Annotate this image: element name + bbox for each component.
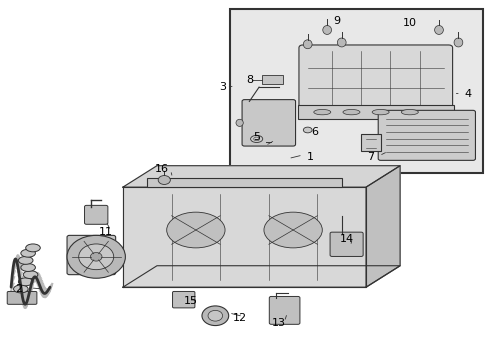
- FancyBboxPatch shape: [242, 100, 295, 146]
- FancyBboxPatch shape: [329, 232, 363, 256]
- Ellipse shape: [236, 119, 243, 126]
- Text: 6: 6: [311, 127, 318, 137]
- FancyBboxPatch shape: [298, 45, 452, 111]
- Ellipse shape: [19, 256, 33, 264]
- Text: 3: 3: [219, 82, 225, 92]
- FancyBboxPatch shape: [67, 235, 116, 275]
- Ellipse shape: [250, 135, 262, 143]
- Text: 14: 14: [339, 234, 353, 244]
- Ellipse shape: [19, 278, 33, 286]
- Ellipse shape: [9, 292, 23, 300]
- FancyBboxPatch shape: [377, 111, 474, 160]
- Ellipse shape: [21, 249, 35, 257]
- Ellipse shape: [166, 212, 224, 248]
- Polygon shape: [122, 187, 366, 287]
- Text: 13: 13: [271, 318, 285, 328]
- FancyBboxPatch shape: [229, 9, 482, 173]
- Ellipse shape: [67, 235, 125, 278]
- Ellipse shape: [401, 109, 417, 115]
- Text: 10: 10: [402, 18, 416, 28]
- Ellipse shape: [23, 271, 38, 279]
- Ellipse shape: [434, 26, 443, 35]
- Ellipse shape: [337, 38, 346, 47]
- Text: 1: 1: [306, 152, 313, 162]
- Polygon shape: [366, 166, 399, 287]
- Text: 5: 5: [253, 132, 260, 142]
- Text: 16: 16: [155, 164, 168, 174]
- Text: 11: 11: [99, 227, 113, 237]
- Text: 2: 2: [15, 284, 22, 294]
- Polygon shape: [122, 166, 399, 187]
- FancyBboxPatch shape: [84, 205, 108, 224]
- FancyBboxPatch shape: [269, 296, 299, 324]
- Ellipse shape: [303, 40, 311, 49]
- Text: 4: 4: [464, 89, 471, 99]
- Ellipse shape: [303, 127, 311, 133]
- Text: 15: 15: [183, 296, 198, 306]
- Ellipse shape: [371, 109, 388, 115]
- Polygon shape: [122, 266, 399, 287]
- Bar: [261, 75, 283, 84]
- Text: 9: 9: [333, 16, 340, 26]
- Text: 8: 8: [245, 75, 252, 85]
- FancyBboxPatch shape: [7, 292, 37, 304]
- Ellipse shape: [342, 109, 359, 115]
- Ellipse shape: [313, 109, 330, 115]
- Bar: [361, 134, 380, 152]
- Ellipse shape: [90, 252, 102, 261]
- Ellipse shape: [253, 137, 259, 141]
- FancyBboxPatch shape: [172, 292, 195, 308]
- Ellipse shape: [264, 212, 322, 248]
- Ellipse shape: [26, 244, 40, 252]
- Text: 12: 12: [232, 312, 246, 323]
- Bar: [147, 178, 341, 187]
- Ellipse shape: [207, 310, 222, 321]
- Text: 7: 7: [366, 152, 374, 162]
- Ellipse shape: [453, 38, 462, 47]
- Ellipse shape: [202, 306, 228, 325]
- FancyBboxPatch shape: [297, 105, 453, 119]
- Ellipse shape: [79, 244, 114, 270]
- Ellipse shape: [14, 285, 28, 293]
- Ellipse shape: [322, 26, 331, 35]
- Ellipse shape: [21, 264, 35, 271]
- Ellipse shape: [158, 176, 170, 184]
